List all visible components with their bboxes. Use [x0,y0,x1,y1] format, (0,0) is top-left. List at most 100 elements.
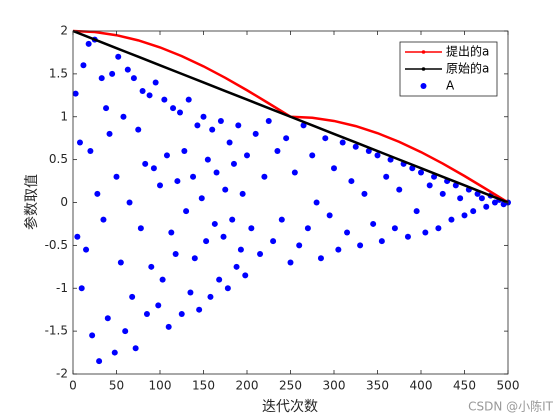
x-tick-label: 350 [366,379,389,393]
scatter-point [172,250,179,257]
scatter-point [242,272,249,279]
legend-marker [421,67,426,71]
watermark: CSDN @小陈IT [468,399,554,414]
scatter-point [80,62,87,69]
scatter-point [257,250,264,257]
scatter-point [157,182,163,189]
scatter-point [96,358,103,365]
scatter-point [222,186,229,193]
scatter-point [100,216,107,223]
scatter-point [213,169,220,176]
x-axis-label: 迭代次数 [262,399,318,415]
scatter-point [239,190,246,197]
scatter-point [252,130,259,137]
legend-text: 原始的a [446,61,489,76]
scatter-point [142,160,149,167]
scatter-point [159,276,166,283]
y-tick-label: -2 [56,367,68,381]
scatter-point [170,105,177,112]
scatter-point [209,126,216,133]
scatter-point [163,152,170,159]
scatter-point [177,109,184,116]
scatter-point [404,233,411,240]
y-tick-label: 1.5 [49,66,68,80]
scatter-point [220,233,227,240]
scatter-point [313,199,320,206]
scatter-point [120,113,127,120]
scatter-point [122,328,129,335]
x-tick-label: 200 [236,379,259,393]
scatter-point [178,310,185,317]
scatter-point [274,148,281,155]
scatter-point [190,173,197,180]
scatter-point [296,242,303,249]
scatter-point [287,259,294,266]
scatter-point [261,173,268,180]
scatter-point [248,225,255,232]
scatter-point [103,105,110,112]
x-tick-label: 50 [109,379,124,393]
scatter-point [74,233,81,240]
scatter-point [278,216,285,223]
legend-text: 提出的a [446,44,489,59]
scatter-point [204,156,211,163]
scatter-point [148,263,155,270]
scatter-point [230,160,237,167]
scatter-point [457,195,464,202]
scatter-point [115,53,122,60]
scatter-point [139,88,146,95]
y-tick-label: 0 [60,195,68,209]
scatter-point [109,70,116,77]
scatter-point [304,225,311,232]
scatter-point [344,229,351,236]
scatter-point [317,255,324,262]
scatter-point [361,190,368,197]
scatter-point [191,255,198,262]
scatter-point [143,310,150,317]
scatter-point [229,216,236,223]
scatter-point [370,220,377,227]
scatter-point [233,263,240,270]
scatter-point [478,195,485,202]
x-tick-label: 400 [410,379,433,393]
scatter-point [331,165,337,172]
scatter-point [211,220,218,227]
scatter-point [98,75,105,82]
scatter-point [265,118,272,125]
scatter-point [183,208,190,215]
scatter-point [124,66,131,73]
scatter-point [326,212,333,219]
scatter-point [352,143,359,150]
scatter-point [391,225,398,232]
legend-marker [421,50,426,54]
scatter-point [135,126,142,133]
legend-marker [420,83,427,89]
scatter-point [130,75,137,82]
scatter-point [85,40,92,47]
scatter-point [491,199,498,206]
scatter-point [117,259,124,266]
scatter-point [270,238,277,245]
scatter-point [198,195,205,202]
scatter-point [94,190,101,197]
scatter-point [89,332,96,339]
scatter-point [339,139,346,146]
x-tick-label: 500 [497,379,520,393]
scatter-point [72,90,79,97]
y-tick-label: 0.5 [49,152,68,166]
scatter-point [185,96,192,103]
scatter-point [224,285,231,292]
scatter-point [378,238,385,245]
scatter-point [132,345,139,352]
scatter-point [78,285,85,292]
scatter-point [150,165,157,172]
scatter-point [181,148,188,155]
scatter-point [413,208,420,215]
scatter-point [309,152,316,159]
y-tick-label: 1 [60,109,68,123]
scatter-point [235,122,242,129]
x-tick-label: 0 [69,379,77,393]
scatter-point [357,242,364,249]
x-tick-label: 250 [279,379,302,393]
